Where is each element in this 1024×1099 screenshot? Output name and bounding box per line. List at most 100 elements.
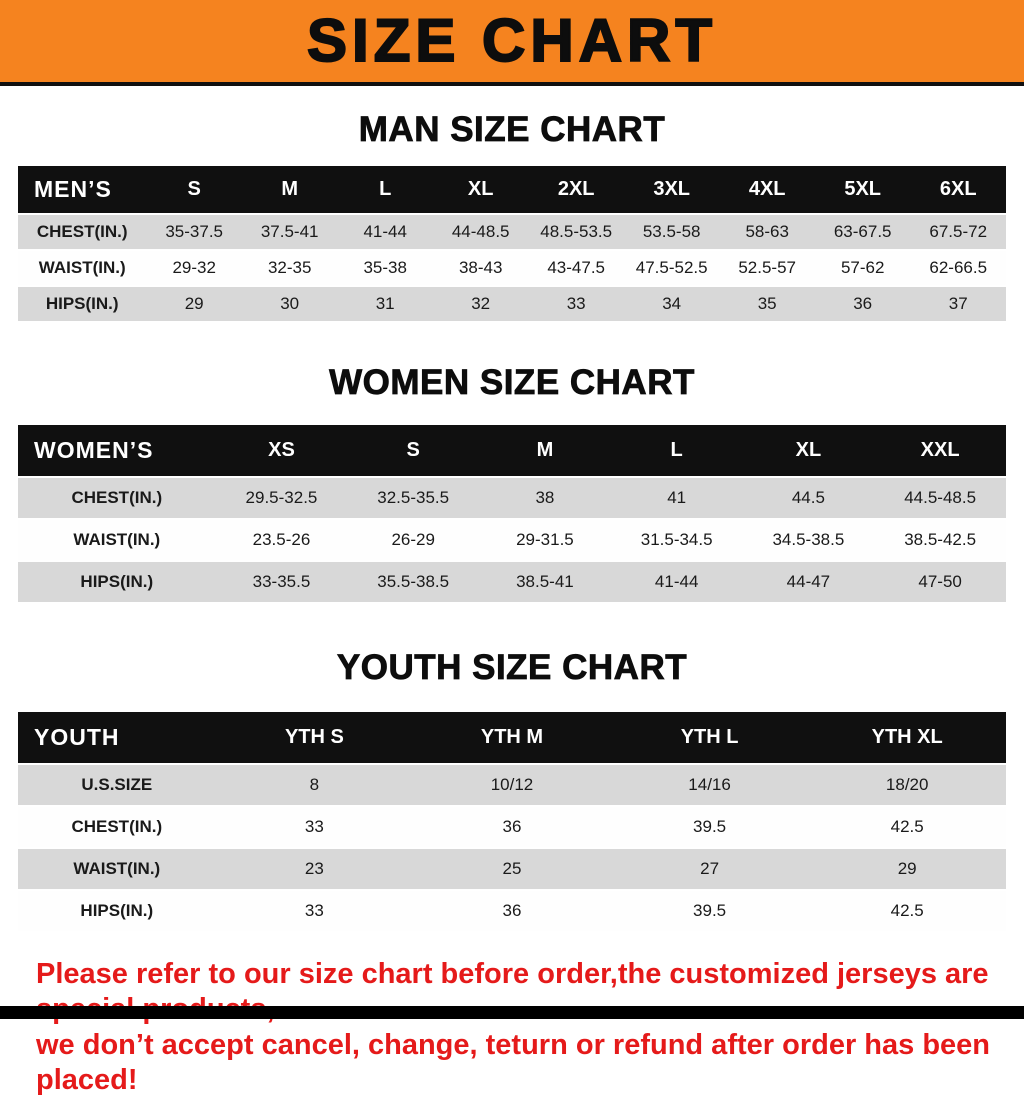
page-title: SIZE CHART bbox=[306, 7, 717, 74]
value-cell: 32-35 bbox=[267, 258, 312, 277]
value-cell: 39.5 bbox=[693, 901, 727, 920]
measure-label-cell: HIPS(IN.) bbox=[80, 572, 154, 591]
youth-size-section: YOUTH SIZE CHART YOUTH YTH S YTH M YTH L YTH… bbox=[0, 648, 1024, 931]
table-header-row: WOMEN’S XS S M L XL XXL bbox=[18, 425, 1006, 477]
warning-line-2: we don’t accept cancel, change, teturn o… bbox=[36, 1028, 990, 1097]
table-row: HIPS(IN.) 33 36 39.5 42.5 bbox=[18, 890, 1006, 931]
size-header-cell: S bbox=[146, 166, 242, 214]
value-cell: 48.5-53.5 bbox=[540, 222, 613, 241]
table-row: HIPS(IN.) 33-35.5 35.5-38.5 38.5-41 41-44 44-… bbox=[18, 561, 1006, 602]
value-cell: 35-38 bbox=[363, 258, 407, 277]
size-header-cell: YTH L bbox=[610, 712, 809, 764]
table-title-cell: YOUTH bbox=[18, 712, 216, 764]
value-cell: 38.5-42.5 bbox=[904, 530, 977, 549]
value-cell: 29.5-32.5 bbox=[245, 488, 318, 507]
measure-label-cell: CHEST(IN.) bbox=[71, 817, 163, 836]
measure-label-cell: U.S.SIZE bbox=[81, 775, 153, 794]
measure-label-cell: HIPS(IN.) bbox=[45, 294, 119, 313]
measure-label-cell: CHEST(IN.) bbox=[71, 488, 163, 507]
value-cell: 29 bbox=[897, 859, 917, 878]
measure-label-cell: WAIST(IN.) bbox=[73, 530, 161, 549]
size-header-cell: M bbox=[479, 425, 611, 477]
man-section-title: MAN SIZE CHART bbox=[358, 110, 666, 150]
size-header-cell: 2XL bbox=[528, 166, 624, 214]
table-row: WAIST(IN.) 23 25 27 29 bbox=[18, 848, 1006, 890]
value-cell: 18/20 bbox=[885, 775, 929, 794]
measure-label-cell: WAIST(IN.) bbox=[38, 258, 126, 277]
size-header-cell: XL bbox=[742, 425, 875, 477]
value-cell: 67.5-72 bbox=[929, 222, 988, 241]
value-cell: 34.5-38.5 bbox=[772, 530, 845, 549]
value-cell: 35-37.5 bbox=[165, 222, 224, 241]
value-cell: 32 bbox=[471, 294, 491, 313]
table-header-row: YOUTH YTH S YTH M YTH L YTH XL bbox=[18, 712, 1006, 764]
man-size-table: MEN’S S M L XL 2XL 3XL 4XL 5XL 6XL CHEST(IN.) 35-37… bbox=[18, 166, 1006, 321]
value-cell: 27 bbox=[700, 859, 720, 878]
value-cell: 39.5 bbox=[693, 817, 727, 836]
value-cell: 31 bbox=[375, 294, 395, 313]
value-cell: 44-47 bbox=[786, 572, 831, 591]
table-row: CHEST(IN.) 35-37.5 37.5-41 41-44 44-48.5 48.5… bbox=[18, 214, 1006, 250]
size-header-cell: S bbox=[347, 425, 480, 477]
size-header-cell: YTH M bbox=[413, 712, 611, 764]
value-cell: 33 bbox=[304, 901, 324, 920]
value-cell: 36 bbox=[502, 901, 522, 920]
size-header-cell: L bbox=[610, 425, 743, 477]
value-cell: 41 bbox=[667, 488, 687, 507]
value-cell: 23 bbox=[304, 859, 324, 878]
value-cell: 34 bbox=[662, 294, 682, 313]
value-cell: 43-47.5 bbox=[547, 258, 606, 277]
table-row: WAIST(IN.) 23.5-26 26-29 29-31.5 31.5-34.5 34… bbox=[18, 519, 1006, 561]
value-cell: 25 bbox=[502, 859, 522, 878]
size-header-cell: XL bbox=[432, 166, 529, 214]
size-header-cell: YTH XL bbox=[808, 712, 1006, 764]
value-cell: 62-66.5 bbox=[929, 258, 988, 277]
value-cell: 10/12 bbox=[490, 775, 534, 794]
value-cell: 44.5-48.5 bbox=[904, 488, 977, 507]
value-cell: 58-63 bbox=[745, 222, 789, 241]
value-cell: 57-62 bbox=[840, 258, 885, 277]
value-cell: 47.5-52.5 bbox=[635, 258, 708, 277]
value-cell: 52.5-57 bbox=[738, 258, 797, 277]
value-cell: 26-29 bbox=[391, 530, 435, 549]
value-cell: 32.5-35.5 bbox=[377, 488, 450, 507]
value-cell: 8 bbox=[309, 775, 320, 794]
value-cell: 31.5-34.5 bbox=[640, 530, 713, 549]
measure-label-cell: CHEST(IN.) bbox=[36, 222, 128, 241]
table-row: HIPS(IN.) 29 30 31 32 33 34 35 36 37 bbox=[18, 286, 1006, 321]
value-cell: 41-44 bbox=[654, 572, 699, 591]
value-cell: 14/16 bbox=[688, 775, 731, 794]
value-cell: 36 bbox=[853, 294, 873, 313]
size-header-cell: 3XL bbox=[623, 166, 720, 214]
value-cell: 53.5-58 bbox=[642, 222, 701, 241]
table-row: U.S.SIZE 8 10/12 14/16 18/20 bbox=[18, 764, 1006, 806]
value-cell: 42.5 bbox=[890, 901, 924, 920]
value-cell: 33 bbox=[304, 817, 324, 836]
value-cell: 44-48.5 bbox=[451, 222, 510, 241]
size-header-cell: 5XL bbox=[814, 166, 911, 214]
warning-note: Please refer to our size chart before or… bbox=[36, 957, 1004, 1099]
value-cell: 37.5-41 bbox=[260, 222, 319, 241]
table-row: WAIST(IN.) 29-32 32-35 35-38 38-43 43-47.5 47.… bbox=[18, 250, 1006, 286]
table-title-cell: MEN’S bbox=[18, 166, 147, 214]
size-chart-banner: SIZE CHART bbox=[0, 0, 1024, 86]
table-header-row: MEN’S S M L XL 2XL 3XL 4XL 5XL 6XL bbox=[18, 166, 1006, 214]
size-header-cell: YTH S bbox=[215, 712, 414, 764]
value-cell: 29-31.5 bbox=[516, 530, 574, 549]
value-cell: 38.5-41 bbox=[516, 572, 574, 591]
value-cell: 33-35.5 bbox=[252, 572, 311, 591]
table-row: CHEST(IN.) 33 36 39.5 42.5 bbox=[18, 806, 1006, 848]
value-cell: 35.5-38.5 bbox=[377, 572, 450, 591]
value-cell: 44.5 bbox=[791, 488, 825, 507]
value-cell: 37 bbox=[948, 294, 968, 313]
value-cell: 35 bbox=[757, 294, 777, 313]
value-cell: 38-43 bbox=[458, 258, 503, 277]
youth-size-table: YOUTH YTH S YTH M YTH L YTH XL U.S.SIZE 8 10/12… bbox=[18, 712, 1006, 931]
women-size-table: WOMEN’S XS S M L XL XXL CHEST(IN.) 29.5-32.5 32.5… bbox=[18, 425, 1006, 602]
measure-label-cell: HIPS(IN.) bbox=[80, 901, 154, 920]
size-header-cell: 6XL bbox=[910, 166, 1006, 214]
man-size-section: MAN SIZE CHART MEN’S S M L XL 2XL 3XL 4XL 5XL 6XL… bbox=[0, 110, 1024, 321]
youth-section-title: YOUTH SIZE CHART bbox=[336, 648, 688, 688]
value-cell: 29-32 bbox=[172, 258, 216, 277]
value-cell: 36 bbox=[502, 817, 522, 836]
